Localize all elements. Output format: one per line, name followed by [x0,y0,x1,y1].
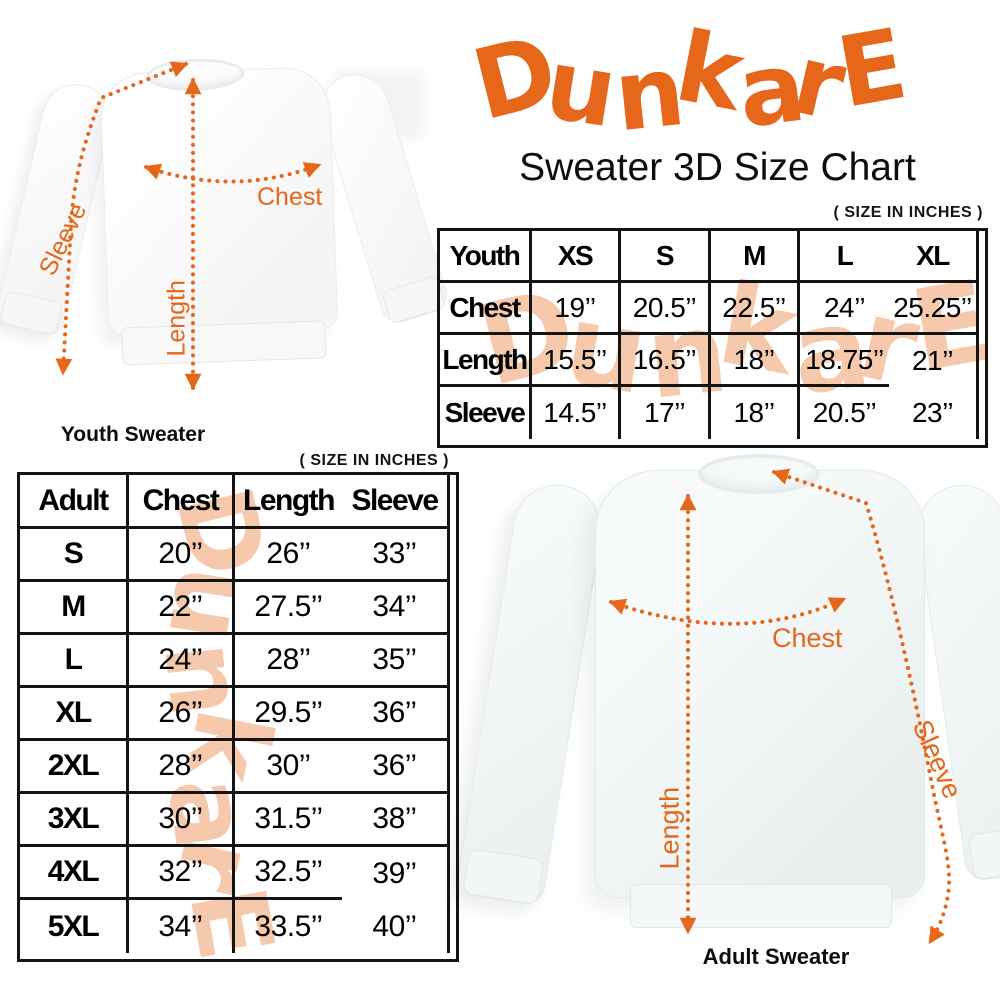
size-unit-note-youth: ( SIZE IN INCHES ) [833,204,983,221]
table-cell: 27.5’’ [235,582,342,635]
adult-sweater-caption: Adult Sweater [702,944,850,969]
table-cell: 32’’ [129,847,235,900]
youth-size-table: DunkarE Youth XS S M L XL Chest 19’’ 20.5’’ 22.5’… [437,228,988,448]
adult-length-label: Length [654,786,685,870]
table-cell: 20’’ [129,529,235,582]
youth-sweater-left-cuff [0,289,64,337]
table-cell: 22.5’’ [711,283,800,335]
table-cell: 26’’ [129,688,235,741]
youth-length-label: Length [162,280,191,357]
table-cell: 28’’ [129,741,235,794]
table-cell: 16.5’’ [621,335,711,387]
table-cell: Sleeve [440,387,532,439]
table-cell: 33.5’’ [254,909,323,943]
adult-sweater-collar [698,454,820,494]
table-header-cell: Length [235,475,342,529]
table-cell: 18’’ [711,335,800,387]
table-cell: 26’’ [235,529,342,582]
table-cell: Chest [440,283,532,335]
youth-sweater-left-sleeve [0,77,117,339]
table-cell: Length [440,335,532,387]
table-cell: 39’’ [342,847,450,900]
adult-chest-label: Chest [772,623,843,653]
table-cell: L [20,635,129,688]
table-cell: 5XL [20,900,129,953]
table-header-cell: L [800,231,889,283]
youth-sweater-hem [121,320,327,366]
table-header-cell: S [621,231,711,283]
table-cell: S [20,529,129,582]
table-header-cell: Chest [129,475,235,529]
table-cell: 15.5’’ [532,335,621,387]
adult-sweater-left-cuff [462,847,545,906]
adult-sweater-left-sleeve [455,478,608,907]
table-cell: 34’’ [129,900,235,953]
table-cell: 21’’ [889,335,979,387]
table-cell: 4XL [20,847,129,900]
table-cell: 18’’ [711,387,800,439]
table-cell: 18.75’’ [800,335,889,387]
youth-chest-label: Chest [257,183,323,211]
adult-sweater-illustration [455,450,1000,970]
table-cell: 22’’ [129,582,235,635]
table-cell: 30’’ [235,741,342,794]
table-cell: 30’’ [129,794,235,847]
table-cell: 33’’ [342,529,450,582]
table-cell: 20.5’’ [621,283,711,335]
table-cell: 28’’ [235,635,342,688]
table-cell: 34’’ [342,582,450,635]
youth-sweater-caption: Youth Sweater [60,423,206,446]
table-header-cell: XL [889,231,979,283]
table-cell: 32.5’’ [235,847,342,900]
adult-size-table: DunkarE Adult Chest Length Sleeve S 20’’ 26’’ 3… [17,472,459,962]
table-header-cell: XS [532,231,621,283]
table-cell: 29.5’’ [235,688,342,741]
adult-sweater-right-sleeve [912,479,1000,883]
table-cell: 36’’ [342,688,450,741]
table-cell: M [20,582,129,635]
page-title: Sweater 3D Size Chart [519,146,916,189]
table-cell: 19’’ [532,283,621,335]
table-header-cell: Youth [440,231,532,283]
table-cell: XL [20,688,129,741]
table-cell: 25.25’’ [889,283,979,335]
table-cell: 38’’ [342,794,450,847]
table-cell: 14.5’’ [532,387,621,439]
table-cell: 20.5’’ [812,397,877,428]
table-cell: 24’’ [800,283,889,335]
table-cell: 40’’ [342,900,450,953]
table-cell: 24’’ [129,635,235,688]
table-cell: 35’’ [342,635,450,688]
adult-sweater-hem [630,884,892,928]
adult-sweater-body [595,470,925,898]
adult-sweater-right-cuff [967,824,1000,881]
size-unit-note-adult: ( SIZE IN INCHES ) [299,452,449,469]
table-cell: 31.5’’ [235,794,342,847]
table-header-cell: M [711,231,800,283]
table-cell: 36’’ [342,741,450,794]
table-cell: 3XL [20,794,129,847]
table-cell: 2XL [20,741,129,794]
table-cell: 23’’ [889,387,979,439]
table-header-cell: Sleeve [342,475,450,529]
table-header-cell: Adult [20,475,129,529]
table-cell: 17’’ [621,387,711,439]
